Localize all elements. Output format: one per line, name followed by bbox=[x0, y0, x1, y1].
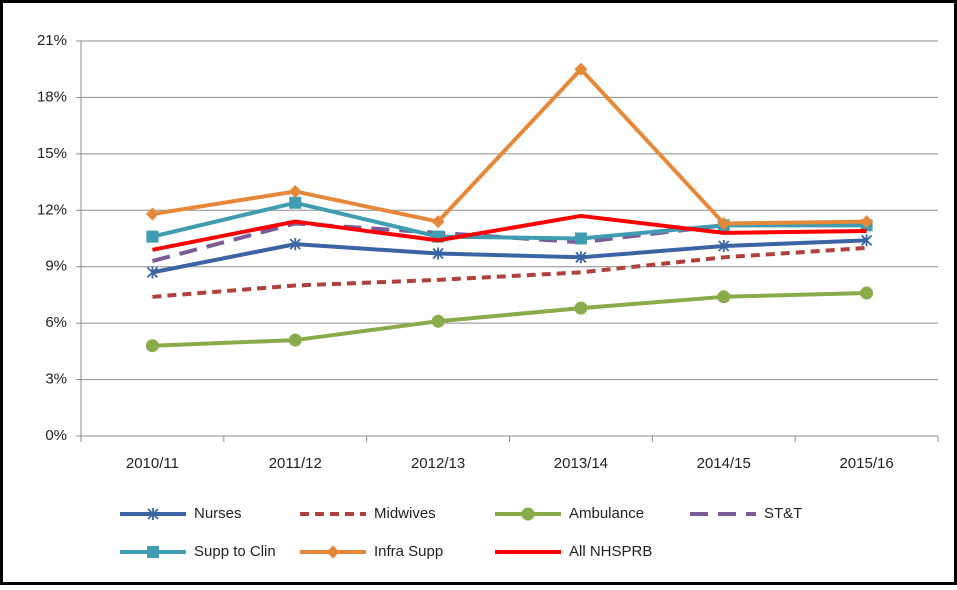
x-tick-label: 2013/14 bbox=[554, 455, 608, 472]
marker bbox=[147, 508, 159, 520]
legend-label: Ambulance bbox=[569, 505, 644, 522]
marker bbox=[575, 251, 587, 264]
series-line bbox=[152, 67, 867, 226]
legend-label: Nurses bbox=[194, 505, 242, 522]
legend-item: Nurses bbox=[120, 505, 242, 522]
marker bbox=[521, 507, 535, 521]
marker bbox=[717, 216, 731, 230]
marker bbox=[147, 546, 159, 558]
x-tick-label: 2012/13 bbox=[411, 455, 465, 472]
legend-label: Supp to Clin bbox=[194, 543, 276, 560]
legend-item: Midwives bbox=[300, 505, 436, 522]
marker bbox=[574, 62, 588, 76]
marker bbox=[574, 301, 588, 315]
marker bbox=[718, 240, 730, 253]
marker bbox=[145, 207, 159, 221]
series-line bbox=[151, 200, 867, 241]
marker bbox=[860, 234, 873, 247]
x-tick-label: 2010/11 bbox=[126, 455, 179, 472]
series bbox=[152, 213, 867, 252]
y-tick-label: 6% bbox=[45, 314, 67, 331]
marker bbox=[431, 314, 445, 328]
marker bbox=[288, 184, 302, 198]
legend-item: Ambulance bbox=[495, 505, 644, 522]
series-line bbox=[152, 291, 867, 348]
legend-label: ST&T bbox=[764, 505, 802, 522]
x-tick-label: 2011/12 bbox=[269, 455, 322, 472]
marker bbox=[431, 215, 445, 229]
legend-item: Supp to Clin bbox=[120, 543, 276, 560]
legend-item: ST&T bbox=[690, 505, 802, 522]
series-line bbox=[152, 238, 867, 275]
series-line bbox=[152, 213, 867, 252]
series bbox=[146, 234, 873, 279]
marker bbox=[432, 247, 444, 260]
marker bbox=[289, 196, 302, 209]
marker bbox=[574, 232, 587, 245]
y-tick-label: 21% bbox=[37, 32, 67, 49]
marker bbox=[860, 215, 874, 229]
y-tick-label: 18% bbox=[37, 88, 67, 105]
marker bbox=[146, 266, 159, 279]
marker bbox=[288, 333, 302, 347]
x-tick-label: 2014/15 bbox=[697, 455, 751, 472]
series bbox=[145, 286, 874, 353]
series bbox=[145, 62, 874, 230]
y-tick-label: 15% bbox=[37, 145, 67, 162]
marker bbox=[145, 339, 159, 353]
legend-item: All NHSPRB bbox=[495, 543, 652, 560]
marker bbox=[289, 238, 301, 251]
legend-label: All NHSPRB bbox=[569, 543, 652, 560]
marker bbox=[717, 290, 731, 304]
marker bbox=[326, 545, 340, 559]
y-tick-label: 3% bbox=[45, 371, 67, 388]
y-tick-label: 9% bbox=[45, 258, 67, 275]
y-tick-label: 12% bbox=[37, 201, 67, 218]
y-tick-label: 0% bbox=[45, 427, 67, 444]
legend-label: Midwives bbox=[374, 505, 436, 522]
legend-label: Infra Supp bbox=[374, 543, 443, 560]
x-tick-label: 2015/16 bbox=[839, 455, 893, 472]
legend-item: Infra Supp bbox=[300, 543, 443, 560]
marker bbox=[146, 230, 159, 243]
marker bbox=[860, 286, 874, 300]
